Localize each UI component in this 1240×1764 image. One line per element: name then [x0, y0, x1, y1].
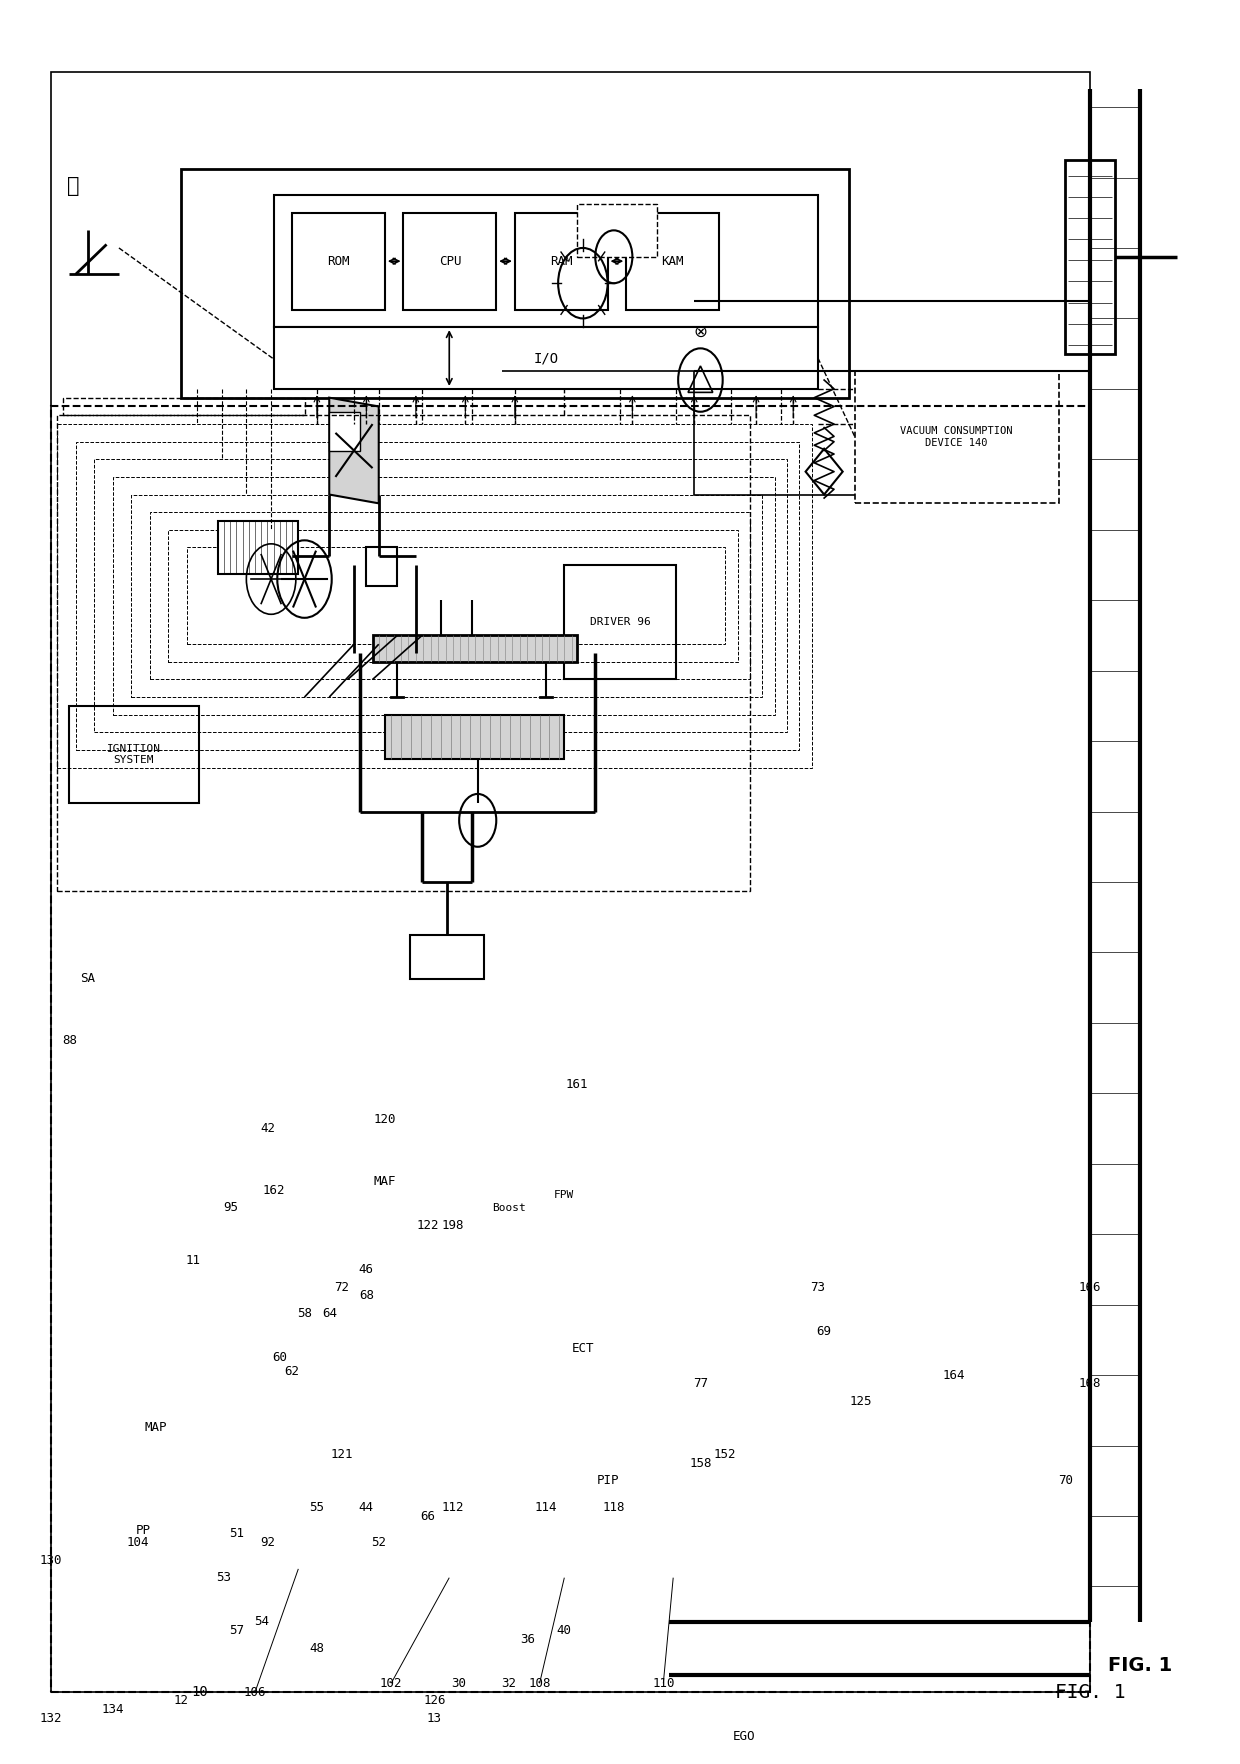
Text: 166: 166 — [1079, 1281, 1101, 1293]
FancyBboxPatch shape — [515, 213, 608, 310]
Text: 114: 114 — [534, 1501, 557, 1514]
Text: 126: 126 — [423, 1695, 445, 1708]
FancyBboxPatch shape — [274, 196, 818, 326]
FancyBboxPatch shape — [293, 213, 384, 310]
Text: 64: 64 — [321, 1307, 337, 1319]
FancyBboxPatch shape — [218, 520, 299, 573]
Text: 46: 46 — [358, 1263, 374, 1275]
Text: ROM: ROM — [327, 254, 350, 268]
Text: 51: 51 — [229, 1528, 244, 1540]
FancyBboxPatch shape — [626, 213, 719, 310]
Text: EGO: EGO — [733, 1730, 755, 1743]
Text: MAP: MAP — [145, 1422, 167, 1434]
Text: 68: 68 — [358, 1289, 374, 1302]
Text: SA: SA — [81, 972, 95, 986]
Polygon shape — [330, 397, 378, 503]
Text: 158: 158 — [689, 1457, 712, 1469]
Text: 48: 48 — [310, 1642, 325, 1655]
Text: 30: 30 — [451, 1678, 466, 1690]
Text: 57: 57 — [229, 1625, 244, 1637]
Text: 55: 55 — [310, 1501, 325, 1514]
FancyBboxPatch shape — [69, 706, 200, 803]
FancyBboxPatch shape — [372, 635, 577, 662]
Text: 60: 60 — [273, 1351, 288, 1364]
Text: 110: 110 — [652, 1678, 675, 1690]
Text: 13: 13 — [427, 1713, 441, 1725]
FancyBboxPatch shape — [409, 935, 484, 979]
FancyBboxPatch shape — [51, 72, 1090, 1692]
Text: 62: 62 — [285, 1365, 300, 1378]
Text: FIG. 1: FIG. 1 — [1107, 1656, 1172, 1676]
Text: 161: 161 — [565, 1078, 588, 1092]
Text: 125: 125 — [849, 1395, 873, 1408]
Text: 72: 72 — [334, 1281, 350, 1293]
Text: 44: 44 — [358, 1501, 374, 1514]
Text: 122: 122 — [417, 1219, 439, 1231]
Text: 32: 32 — [501, 1678, 516, 1690]
FancyBboxPatch shape — [403, 213, 496, 310]
Text: 69: 69 — [817, 1325, 832, 1337]
Text: ECT: ECT — [572, 1342, 594, 1355]
FancyBboxPatch shape — [577, 205, 657, 258]
FancyBboxPatch shape — [856, 370, 1059, 503]
FancyBboxPatch shape — [330, 411, 360, 450]
FancyBboxPatch shape — [1065, 161, 1115, 353]
Text: 121: 121 — [330, 1448, 353, 1461]
Text: IGNITION
SYSTEM: IGNITION SYSTEM — [107, 743, 161, 766]
Text: MAF: MAF — [373, 1175, 396, 1187]
Text: 70: 70 — [1058, 1475, 1073, 1487]
Text: PIP: PIP — [596, 1475, 619, 1487]
Text: 164: 164 — [942, 1369, 965, 1381]
Text: 104: 104 — [126, 1536, 149, 1549]
Text: 132: 132 — [40, 1713, 62, 1725]
Text: 58: 58 — [298, 1307, 312, 1319]
Text: 88: 88 — [62, 1034, 77, 1048]
Text: KAM: KAM — [661, 254, 683, 268]
Text: 11: 11 — [186, 1254, 201, 1267]
Text: 52: 52 — [371, 1536, 386, 1549]
Text: FPW: FPW — [554, 1191, 574, 1201]
FancyBboxPatch shape — [274, 326, 818, 388]
Text: 95: 95 — [223, 1201, 238, 1214]
Text: FIG. 1: FIG. 1 — [1055, 1683, 1126, 1702]
Text: 108: 108 — [528, 1678, 551, 1690]
Text: 120: 120 — [373, 1113, 396, 1125]
Text: CPU: CPU — [439, 254, 461, 268]
FancyBboxPatch shape — [181, 169, 849, 397]
Text: 106: 106 — [244, 1686, 267, 1699]
Text: 53: 53 — [217, 1572, 232, 1584]
Text: 73: 73 — [811, 1281, 826, 1293]
Text: I/O: I/O — [533, 351, 558, 365]
Text: RAM: RAM — [551, 254, 573, 268]
Text: 77: 77 — [693, 1378, 708, 1390]
Text: 134: 134 — [102, 1704, 124, 1716]
Text: 54: 54 — [254, 1616, 269, 1628]
Text: 102: 102 — [379, 1678, 402, 1690]
Text: 130: 130 — [40, 1554, 62, 1566]
Text: 40: 40 — [557, 1625, 572, 1637]
Text: 66: 66 — [420, 1510, 435, 1522]
Text: 168: 168 — [1079, 1378, 1101, 1390]
Text: 152: 152 — [714, 1448, 737, 1461]
Text: 118: 118 — [603, 1501, 625, 1514]
Text: 12: 12 — [174, 1695, 188, 1708]
Text: VACUUM CONSUMPTION
DEVICE 140: VACUUM CONSUMPTION DEVICE 140 — [900, 427, 1013, 448]
FancyBboxPatch shape — [384, 714, 564, 759]
Text: 198: 198 — [441, 1219, 464, 1231]
Text: 🚗: 🚗 — [67, 176, 79, 196]
Text: ⊗: ⊗ — [693, 323, 707, 340]
Text: Boost: Boost — [492, 1203, 526, 1214]
FancyBboxPatch shape — [564, 564, 676, 679]
Text: 36: 36 — [520, 1633, 534, 1646]
Text: 42: 42 — [260, 1122, 275, 1134]
Text: 162: 162 — [263, 1184, 285, 1196]
FancyBboxPatch shape — [366, 547, 397, 586]
Text: 112: 112 — [441, 1501, 464, 1514]
Text: PP: PP — [136, 1524, 151, 1536]
Text: 92: 92 — [260, 1536, 275, 1549]
Text: DRIVER 96: DRIVER 96 — [590, 617, 650, 628]
Text: 10: 10 — [191, 1685, 208, 1699]
